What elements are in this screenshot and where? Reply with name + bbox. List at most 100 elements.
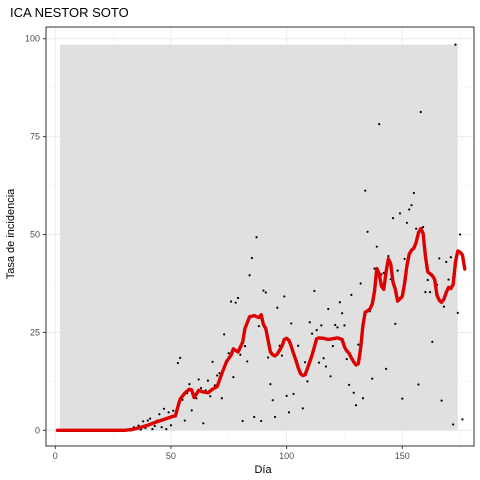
data-point [310, 332, 314, 335]
data-point [306, 380, 309, 383]
data-point [257, 325, 260, 328]
data-point [449, 256, 452, 259]
data-point [320, 324, 323, 327]
y-tick-label: 0 [35, 425, 40, 435]
data-point [343, 324, 346, 327]
data-point [169, 424, 173, 427]
data-point [153, 424, 156, 428]
data-point [301, 407, 304, 410]
chart-title: ICA NESTOR SOTO [10, 5, 129, 20]
data-point [387, 254, 390, 258]
data-point [338, 301, 341, 304]
data-point [378, 123, 381, 126]
data-point [216, 374, 219, 377]
data-point [415, 227, 418, 230]
data-point [442, 305, 446, 308]
data-point [419, 110, 422, 114]
data-point [280, 354, 284, 357]
data-point [308, 321, 311, 324]
data-point [461, 418, 464, 421]
data-point [398, 212, 402, 215]
data-point [329, 375, 332, 378]
y-tick-label: 50 [30, 230, 40, 240]
data-point [227, 352, 230, 355]
data-point [315, 328, 318, 332]
data-point [375, 245, 378, 248]
data-point [220, 397, 223, 400]
data-point [445, 260, 448, 264]
data-point [424, 291, 427, 294]
data-point [264, 291, 267, 294]
x-tick-label: 100 [279, 451, 294, 461]
y-tick-label: 100 [25, 34, 40, 44]
x-tick-label: 150 [395, 451, 410, 461]
data-point [199, 386, 203, 390]
data-point [366, 230, 369, 233]
data-point [401, 397, 404, 400]
data-point [250, 256, 254, 260]
data-point [357, 343, 360, 346]
data-point [223, 333, 226, 336]
data-point [162, 407, 166, 410]
data-point [341, 312, 344, 315]
data-point [197, 378, 200, 381]
data-point [276, 306, 279, 309]
data-point [167, 411, 170, 414]
data-point [202, 422, 205, 425]
data-point [345, 357, 348, 361]
panel-border [45, 26, 475, 447]
data-point [334, 323, 337, 327]
data-point [371, 377, 374, 380]
data-point [234, 301, 237, 304]
data-point [428, 291, 432, 294]
data-point [160, 426, 163, 429]
data-point [285, 394, 288, 397]
data-point [243, 345, 247, 348]
y-tick-label: 75 [30, 132, 40, 142]
data-point [158, 413, 161, 416]
data-point [206, 379, 210, 382]
data-point [391, 216, 395, 220]
data-point [403, 257, 406, 260]
data-point [246, 360, 249, 363]
data-point [142, 420, 145, 423]
data-point [146, 419, 149, 422]
data-point [287, 411, 291, 414]
data-point [405, 221, 409, 224]
data-point [304, 361, 307, 364]
y-axis-title: Tasa de incidencia [5, 188, 17, 279]
data-point [241, 419, 244, 423]
data-point [322, 357, 325, 360]
data-point [151, 428, 154, 431]
data-point [364, 189, 367, 192]
data-point [417, 383, 420, 386]
data-point [350, 293, 353, 296]
data-point [410, 204, 413, 207]
data-point [236, 296, 240, 300]
data-point [290, 322, 293, 325]
y-tick-label: 25 [30, 327, 40, 337]
data-point [179, 356, 182, 359]
data-point [183, 419, 186, 422]
data-point [176, 361, 179, 365]
x-tick-label: 0 [53, 451, 58, 461]
data-point [422, 226, 425, 229]
x-axis: 0 50 100 150 [53, 446, 410, 461]
data-point [384, 367, 388, 370]
data-point [408, 208, 411, 211]
data-point [440, 399, 443, 402]
data-point [352, 391, 355, 394]
data-point [211, 360, 214, 363]
data-point [331, 345, 334, 348]
data-point [229, 300, 233, 303]
data-point [354, 404, 358, 407]
data-point [347, 383, 351, 387]
x-tick-label: 50 [166, 451, 176, 461]
data-point [412, 191, 415, 195]
data-point [253, 415, 256, 419]
data-point [165, 428, 168, 431]
data-point [248, 274, 251, 277]
data-point [313, 289, 316, 293]
line-layer [55, 226, 467, 433]
